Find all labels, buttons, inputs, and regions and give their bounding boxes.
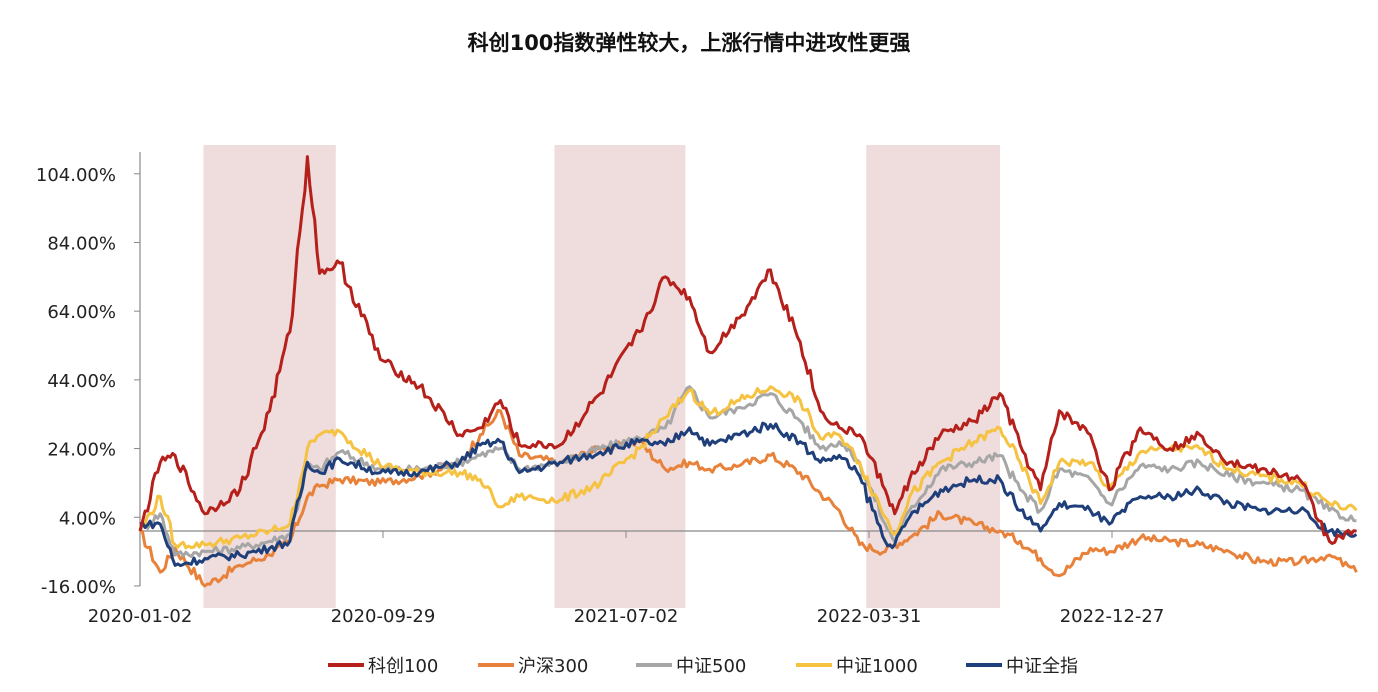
- y-tick-label: 4.00%: [59, 508, 116, 529]
- shaded-period-1: [203, 145, 336, 608]
- y-tick-label: 64.00%: [47, 302, 116, 323]
- legend: 科创100 沪深300 中证500 中证1000 中证全指: [328, 656, 1078, 677]
- legend-label: 中证500: [676, 656, 746, 677]
- x-tick-label: 2020-01-02: [88, 606, 193, 627]
- shaded-period-2: [554, 145, 686, 608]
- series-line-4: [138, 155, 1357, 545]
- legend-label: 中证全指: [1006, 656, 1078, 677]
- series-line-1: [138, 385, 1357, 558]
- y-axis-ticks: 104.00% 84.00% 64.00% 44.00% 24.00% 4.00% -16.…: [36, 165, 140, 598]
- y-tick-label: 24.00%: [47, 440, 116, 461]
- y-tick-label: 84.00%: [47, 233, 116, 254]
- shaded-periods: [203, 145, 1000, 608]
- legend-label: 中证1000: [836, 656, 918, 677]
- chart-title: 科创100指数弹性较大，上涨行情中进攻性更强: [468, 31, 911, 55]
- shaded-period-3: [866, 145, 1000, 608]
- x-tick-label: 2022-03-31: [817, 606, 922, 627]
- series-line-0: [139, 408, 1358, 588]
- x-tick-label: 2021-07-02: [574, 606, 679, 627]
- y-tick-label: 104.00%: [36, 165, 116, 186]
- y-tick-label: 44.00%: [47, 371, 116, 392]
- series-line-3: [139, 421, 1358, 568]
- series-lines: [138, 155, 1358, 588]
- axes: [139, 152, 1357, 586]
- legend-label: 科创100: [368, 656, 438, 677]
- x-tick-label: 2020-09-29: [331, 606, 436, 627]
- legend-label: 沪深300: [518, 656, 588, 677]
- x-tick-label: 2022-12-27: [1060, 606, 1165, 627]
- x-axis-ticks: 2020-01-02 2020-09-29 2021-07-02 2022-03-31…: [88, 531, 1165, 627]
- series-line-2: [138, 385, 1358, 550]
- y-tick-label: -16.00%: [41, 577, 116, 598]
